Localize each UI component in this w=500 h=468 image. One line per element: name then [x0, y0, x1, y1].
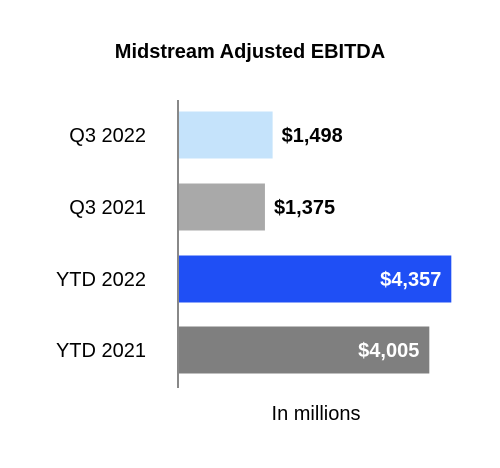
- bar-1: [179, 111, 273, 159]
- category-label: YTD 2022: [56, 269, 146, 291]
- value-label: $1,375: [274, 197, 335, 219]
- category-label: YTD 2021: [56, 340, 146, 362]
- x-axis-label: In millions: [272, 403, 361, 425]
- value-label: $1,498: [282, 125, 343, 147]
- category-label: Q3 2022: [69, 125, 146, 147]
- category-label: Q3 2021: [69, 197, 146, 219]
- bars-group: Q3 2022 $1,498 Q3 2021 $1,375 YTD 2022 $4,357…: [56, 111, 452, 374]
- bar-2: [179, 183, 265, 231]
- bar-4: [179, 326, 430, 374]
- bar-3: [179, 255, 452, 303]
- chart-title: Midstream Adjusted EBITDA: [115, 41, 385, 63]
- value-label: $4,005: [358, 340, 419, 362]
- value-label: $4,357: [380, 269, 441, 291]
